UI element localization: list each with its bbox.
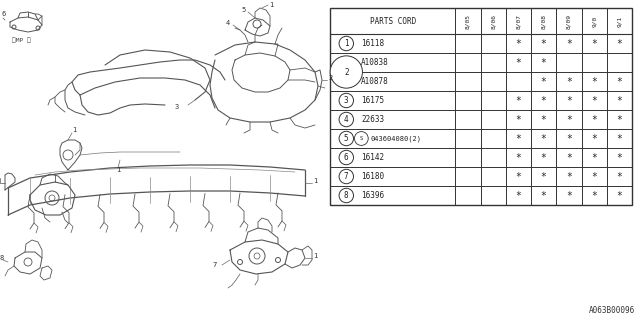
Circle shape: [339, 150, 353, 165]
Text: *: *: [591, 95, 597, 106]
Text: 1: 1: [313, 178, 317, 184]
Text: 9/1: 9/1: [617, 15, 622, 27]
Text: 5: 5: [344, 134, 349, 143]
Circle shape: [339, 36, 353, 51]
Text: *: *: [616, 38, 622, 49]
Text: *: *: [616, 76, 622, 86]
Text: 16175: 16175: [362, 96, 385, 105]
Text: 4: 4: [226, 20, 230, 26]
Text: 3: 3: [175, 104, 179, 110]
Text: 1: 1: [72, 127, 76, 133]
Text: *: *: [616, 172, 622, 181]
Text: 6: 6: [344, 153, 349, 162]
Text: *: *: [541, 153, 547, 163]
Text: *: *: [591, 153, 597, 163]
Text: *: *: [591, 38, 597, 49]
Text: 1: 1: [116, 167, 120, 173]
Text: S: S: [360, 136, 363, 141]
Text: 6: 6: [2, 11, 6, 17]
Text: 8/06: 8/06: [491, 13, 496, 28]
Text: *: *: [541, 58, 547, 68]
Text: PARTS CORD: PARTS CORD: [369, 17, 416, 26]
Text: *: *: [616, 95, 622, 106]
Text: 8/07: 8/07: [516, 13, 521, 28]
Text: 7: 7: [344, 172, 349, 181]
Text: 1: 1: [344, 39, 349, 48]
Text: A10838: A10838: [362, 58, 389, 67]
Text: *: *: [515, 133, 522, 143]
Circle shape: [355, 132, 368, 145]
Text: 8/08: 8/08: [541, 13, 546, 28]
Text: *: *: [616, 190, 622, 201]
Text: A063B00096: A063B00096: [589, 306, 635, 315]
Text: A10878: A10878: [362, 77, 389, 86]
Text: *: *: [515, 172, 522, 181]
Text: *: *: [591, 115, 597, 124]
Circle shape: [339, 169, 353, 184]
Text: 8/05: 8/05: [465, 13, 470, 28]
Text: *: *: [566, 38, 572, 49]
Text: 2: 2: [344, 68, 349, 76]
Text: *: *: [591, 76, 597, 86]
Text: 9/0: 9/0: [591, 15, 596, 27]
Text: *: *: [566, 133, 572, 143]
Text: 8: 8: [344, 191, 349, 200]
Text: *: *: [566, 190, 572, 201]
Text: 7: 7: [212, 262, 216, 268]
Text: *: *: [515, 58, 522, 68]
Text: 2: 2: [328, 75, 332, 81]
Text: *: *: [566, 76, 572, 86]
Text: *: *: [541, 172, 547, 181]
Text: 043604080(2): 043604080(2): [370, 135, 421, 142]
Text: *: *: [541, 190, 547, 201]
Text: *: *: [566, 153, 572, 163]
Text: 1: 1: [269, 2, 273, 8]
Text: *: *: [566, 172, 572, 181]
Circle shape: [330, 56, 362, 88]
Text: *: *: [541, 95, 547, 106]
Text: 22633: 22633: [362, 115, 385, 124]
Text: *: *: [616, 133, 622, 143]
Circle shape: [339, 188, 353, 203]
Text: *: *: [566, 115, 572, 124]
Text: *: *: [515, 95, 522, 106]
Text: 1: 1: [313, 253, 317, 259]
Text: *: *: [616, 115, 622, 124]
Text: *: *: [541, 133, 547, 143]
Text: 4: 4: [344, 115, 349, 124]
Circle shape: [339, 112, 353, 127]
Text: 3: 3: [344, 96, 349, 105]
Text: *: *: [616, 153, 622, 163]
Text: *: *: [515, 153, 522, 163]
Text: *: *: [591, 133, 597, 143]
Circle shape: [339, 131, 353, 146]
Text: 5: 5: [241, 7, 245, 13]
Text: 16118: 16118: [362, 39, 385, 48]
Text: 8/09: 8/09: [566, 13, 572, 28]
Bar: [330, 8, 632, 205]
Text: *: *: [566, 95, 572, 106]
Text: *: *: [591, 172, 597, 181]
Text: 8: 8: [0, 255, 4, 261]
Text: 〈MP 〉: 〈MP 〉: [12, 37, 31, 43]
Text: *: *: [591, 190, 597, 201]
Text: *: *: [515, 190, 522, 201]
Text: *: *: [541, 115, 547, 124]
Circle shape: [339, 93, 353, 108]
Text: 16142: 16142: [362, 153, 385, 162]
Text: 16180: 16180: [362, 172, 385, 181]
Text: *: *: [541, 38, 547, 49]
Text: 16396: 16396: [362, 191, 385, 200]
Text: *: *: [515, 38, 522, 49]
Text: *: *: [541, 76, 547, 86]
Text: *: *: [515, 115, 522, 124]
